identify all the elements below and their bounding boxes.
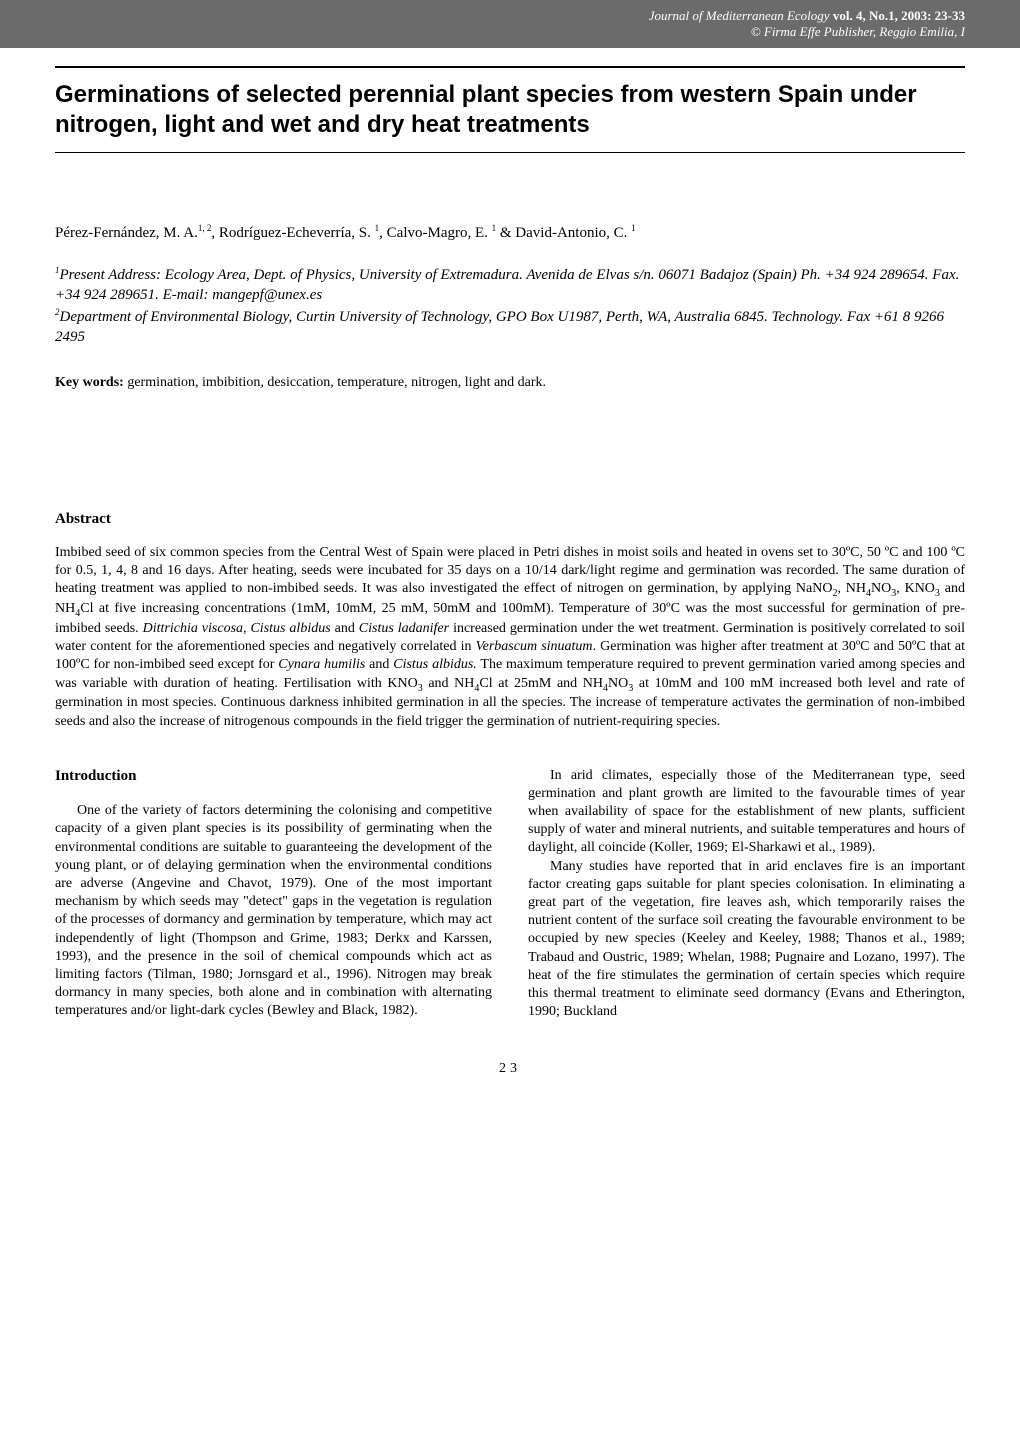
affiliations-block: 1Present Address: Ecology Area, Dept. of…: [55, 264, 965, 347]
title-divider-top: [55, 66, 965, 68]
intro-paragraph-3: Many studies have reported that in arid …: [528, 858, 965, 1022]
article-title: Germinations of selected perennial plant…: [55, 80, 965, 140]
page-number: 23: [0, 1061, 1020, 1102]
title-divider-bottom: [55, 152, 965, 154]
intro-paragraph-1: One of the variety of factors determinin…: [55, 802, 492, 1020]
abstract-heading: Abstract: [55, 511, 965, 528]
keywords-label: Key words:: [55, 375, 124, 390]
abstract-text: Imbibed seed of six common species from …: [55, 544, 965, 731]
copyright-line: © Firma Effe Publisher, Reggio Emilia, I: [0, 24, 965, 40]
journal-header-band: Journal of Mediterranean Ecology vol. 4,…: [0, 0, 1020, 48]
journal-name: Journal of Mediterranean Ecology: [649, 8, 830, 23]
journal-volume: vol. 4, No.1, 2003: 23-33: [830, 8, 965, 23]
authors-line: Pérez-Fernández, M. A.1, 2, Rodríguez-Ec…: [55, 223, 965, 242]
introduction-heading: Introduction: [55, 767, 492, 787]
keywords-text: germination, imbibition, desiccation, te…: [124, 375, 546, 390]
intro-paragraph-2: In arid climates, especially those of th…: [528, 767, 965, 858]
keywords-line: Key words: germination, imbibition, desi…: [55, 375, 965, 391]
introduction-columns: Introduction One of the variety of facto…: [55, 767, 965, 1022]
journal-title-line: Journal of Mediterranean Ecology vol. 4,…: [0, 8, 965, 24]
